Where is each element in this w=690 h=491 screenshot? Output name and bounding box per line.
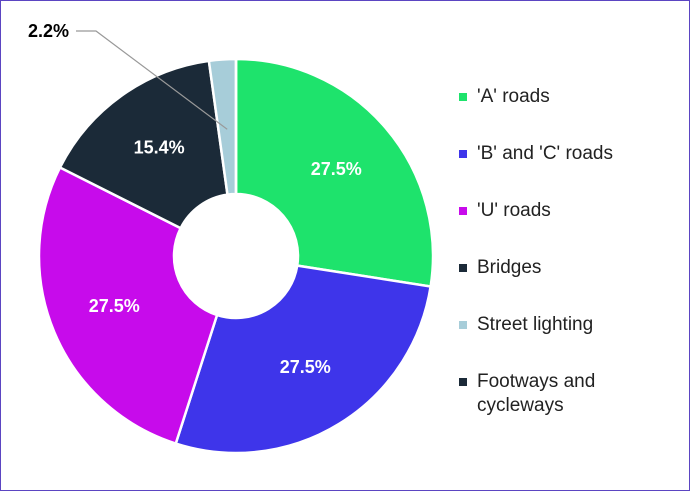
data-label: 27.5% [89, 296, 140, 316]
legend: 'A' roads 'B' and 'C' roads 'U' roads Bridg… [459, 85, 669, 427]
legend-swatch [459, 264, 467, 272]
legend-swatch [459, 207, 467, 215]
legend-label: Street lighting [477, 314, 594, 335]
legend-label: Footways and cycleways [477, 371, 596, 416]
data-label: 27.5% [280, 357, 331, 377]
slice [234, 57, 435, 288]
data-label: 2.2% [28, 21, 69, 41]
legend-swatch [459, 378, 467, 386]
legend-item: Footways and cycleways [459, 370, 669, 427]
legend-swatch [459, 93, 467, 101]
legend-item: 'B' and 'C' roads [459, 142, 669, 199]
legend-item: 'A' roads [459, 85, 669, 142]
legend-item: Bridges [459, 256, 669, 313]
data-label: 27.5% [311, 159, 362, 179]
legend-label: 'B' and 'C' roads [477, 143, 613, 164]
legend-item: 'U' roads [459, 199, 669, 256]
slice [174, 264, 433, 455]
legend-label: 'U' roads [477, 200, 551, 221]
slice [58, 59, 229, 230]
legend-item: Street lighting [459, 313, 669, 370]
leader-line [76, 30, 228, 130]
legend-swatch [459, 150, 467, 158]
legend-label: 'A' roads [477, 86, 550, 107]
slice [37, 165, 219, 446]
legend-label: Bridges [477, 257, 542, 278]
legend-swatch [459, 321, 467, 329]
data-label: 15.4% [134, 137, 185, 157]
